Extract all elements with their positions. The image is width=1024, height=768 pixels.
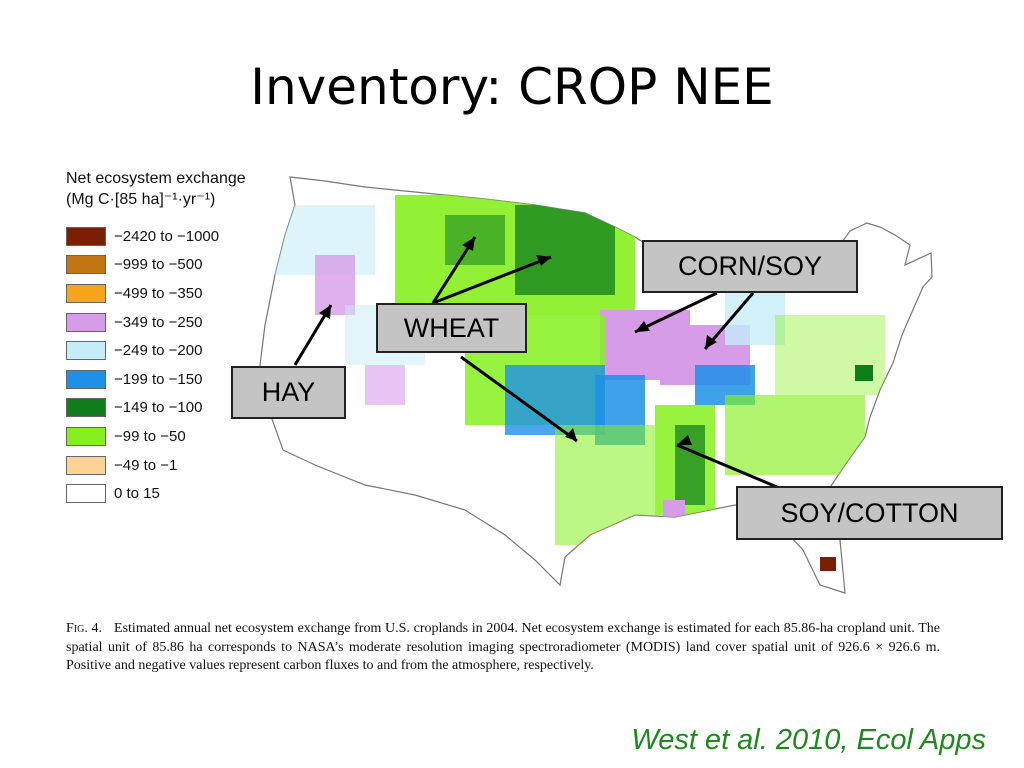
legend-label: −149 to −100 (114, 399, 203, 417)
legend-item: −149 to −100 (66, 394, 219, 423)
arrowheads (319, 237, 717, 445)
legend-title-line1: Net ecosystem exchange (66, 170, 246, 187)
legend-title: Net ecosystem exchange (Mg C·[85 ha]⁻¹·y… (66, 168, 246, 210)
legend-label: −99 to −50 (114, 427, 186, 445)
legend-swatch (66, 426, 106, 446)
legend-title-line2: (Mg C·[85 ha]⁻¹·yr⁻¹) (66, 191, 216, 208)
legend-item: −2420 to −1000 (66, 222, 219, 251)
legend-label: −49 to −1 (114, 456, 178, 474)
legend-label: −2420 to −1000 (114, 227, 220, 245)
legend-label: −349 to −250 (114, 313, 203, 331)
legend-swatch (66, 226, 106, 246)
slide-title: Inventory: CROP NEE (250, 58, 774, 116)
legend-item: −349 to −250 (66, 308, 219, 337)
figure-caption: Fig. 4. Estimated annual net ecosystem ex… (66, 620, 940, 676)
legend-label: 0 to 15 (114, 485, 160, 503)
legend: −2420 to −1000 −999 to −500 −499 to −350… (66, 222, 219, 508)
callout-corn-soy: CORN/SOY (642, 240, 858, 293)
legend-swatch (66, 255, 106, 275)
legend-label: −249 to −200 (114, 342, 203, 360)
legend-item: −199 to −150 (66, 365, 219, 394)
figure-label: Fig. 4. (66, 621, 103, 636)
legend-swatch (66, 369, 106, 389)
legend-item: −249 to −200 (66, 336, 219, 365)
arrow-soycotton (676, 443, 778, 489)
arrow-wheat-to-oklahoma (460, 355, 578, 443)
legend-swatch (66, 398, 106, 418)
legend-swatch (66, 484, 106, 504)
arrow-wheat-to-dakota (432, 255, 552, 305)
legend-item: −49 to −1 (66, 451, 219, 480)
us-cropland-nee-map (259, 176, 933, 594)
caption-text: Estimated annual net ecosystem exchange … (66, 621, 940, 673)
legend-swatch (66, 341, 106, 361)
legend-item: 0 to 15 (66, 479, 219, 508)
arrow-cornsoy-left (634, 291, 718, 334)
legend-label: −199 to −150 (114, 370, 203, 388)
legend-swatch (66, 283, 106, 303)
legend-label: −499 to −350 (114, 284, 203, 302)
callout-soy-cotton: SOY/COTTON (736, 486, 1003, 540)
callout-wheat: WHEAT (376, 303, 527, 353)
legend-item: −499 to −350 (66, 279, 219, 308)
callout-hay: HAY (231, 366, 346, 419)
legend-item: −99 to −50 (66, 422, 219, 451)
legend-swatch (66, 312, 106, 332)
legend-label: −999 to −500 (114, 256, 203, 274)
citation: West et al. 2010, Ecol Apps (631, 724, 986, 756)
legend-swatch (66, 455, 106, 475)
legend-item: −999 to −500 (66, 251, 219, 280)
